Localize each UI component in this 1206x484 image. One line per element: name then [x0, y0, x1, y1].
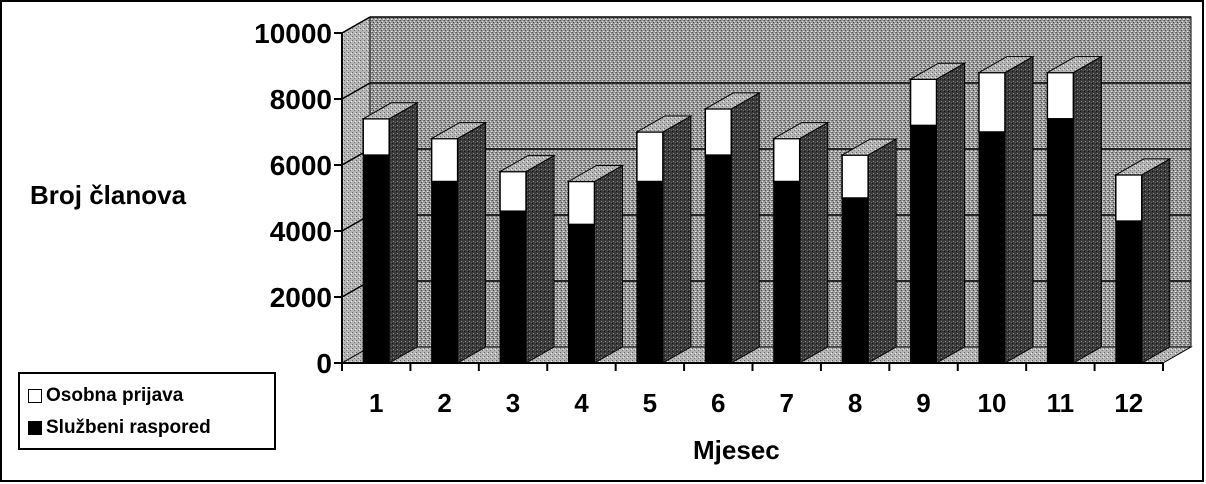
legend-label-osobna: Osobna prijava	[46, 385, 184, 406]
bars	[361, 55, 1172, 364]
bar-sluzbeni	[910, 124, 938, 364]
bar-sluzbeni	[362, 154, 390, 364]
bar-osobna	[909, 78, 938, 127]
bar-sluzbeni	[499, 210, 527, 364]
x-tick-label: 3	[506, 388, 520, 418]
bar-side	[799, 121, 829, 364]
legend-item-osobna: Osobna prijava	[28, 380, 266, 412]
x-tick-label: 11	[1047, 388, 1075, 418]
y-tick-label: 2000	[270, 282, 332, 313]
bar-top	[771, 122, 830, 140]
x-axis-title: Mjesec	[693, 435, 780, 465]
y-tick-label: 4000	[270, 216, 332, 247]
bar-top	[566, 165, 625, 182]
bar-osobna	[636, 131, 664, 183]
x-tick-label: 9	[916, 388, 930, 418]
legend-swatch-black	[28, 421, 42, 435]
bar-sluzbeni	[431, 181, 459, 364]
x-tick-label: 8	[848, 388, 862, 418]
x-tick-label: 4	[574, 388, 589, 418]
bar-osobna	[1046, 71, 1075, 120]
legend-swatch-white	[28, 389, 42, 403]
x-tick-label: 1	[369, 388, 383, 418]
bar-sluzbeni	[636, 181, 664, 364]
legend-label-sluzbeni: Službeni raspored	[46, 417, 211, 438]
bar-top	[361, 102, 420, 120]
bar-sluzbeni	[704, 154, 732, 364]
bar-sluzbeni	[978, 131, 1006, 364]
x-tick-label: 12	[1114, 388, 1143, 418]
bar-top	[1045, 56, 1104, 74]
bar-osobna	[1115, 174, 1143, 222]
y-axis-title: Broj članova	[30, 180, 187, 210]
gridline-side	[341, 82, 371, 100]
y-tick-label: 6000	[270, 150, 332, 181]
bar-side	[867, 138, 897, 364]
bar-top	[634, 115, 693, 133]
x-tick-label: 6	[711, 388, 725, 418]
bar-top	[840, 138, 899, 156]
bar-sluzbeni	[1046, 118, 1074, 364]
x-tick-label: 7	[779, 388, 793, 418]
bar-side	[525, 154, 555, 364]
bar-top	[429, 122, 488, 140]
bar-side	[388, 101, 418, 364]
bar-sluzbeni	[841, 197, 869, 364]
bar-side	[1004, 55, 1034, 364]
bar-side	[730, 92, 760, 364]
bar-side	[662, 115, 692, 364]
bar-top	[977, 56, 1035, 74]
y-axis: 0 2000 4000 6000 8000 10000	[254, 18, 343, 379]
bar-osobna	[430, 137, 459, 183]
bar-side	[457, 121, 487, 364]
bar-sluzbeni	[1115, 220, 1143, 364]
y-tick-label: 8000	[270, 84, 332, 115]
x-tick-label: 10	[977, 388, 1006, 418]
bar-top	[908, 62, 967, 80]
x-tick-label: 2	[437, 388, 451, 418]
bar-side	[936, 62, 966, 364]
bar-osobna	[567, 180, 596, 226]
gridline-side	[341, 16, 371, 34]
bar-sluzbeni	[773, 181, 801, 364]
x-axis: 1 2 3 4 5 6 7 8 9 10 11 12	[341, 362, 1164, 418]
bar-osobna	[704, 108, 733, 156]
bar-osobna	[978, 71, 1006, 133]
x-tick-label: 5	[643, 388, 657, 418]
y-tick-label: 10000	[254, 18, 332, 49]
legend-item-sluzbeni: Službeni raspored	[28, 412, 266, 444]
bar-top	[703, 92, 762, 110]
bar-side	[593, 164, 623, 364]
bar-osobna	[362, 118, 390, 156]
y-tick-label: 0	[316, 348, 332, 379]
legend: Osobna prijava Službeni raspored	[18, 372, 276, 450]
bar-top	[1113, 158, 1172, 176]
bar-osobna	[499, 170, 527, 212]
bar-osobna	[841, 154, 869, 199]
bar-osobna	[772, 137, 801, 183]
bar-top	[498, 155, 556, 173]
bar-side	[1072, 55, 1102, 364]
bar-side	[1141, 158, 1171, 364]
bar-sluzbeni	[567, 223, 595, 364]
